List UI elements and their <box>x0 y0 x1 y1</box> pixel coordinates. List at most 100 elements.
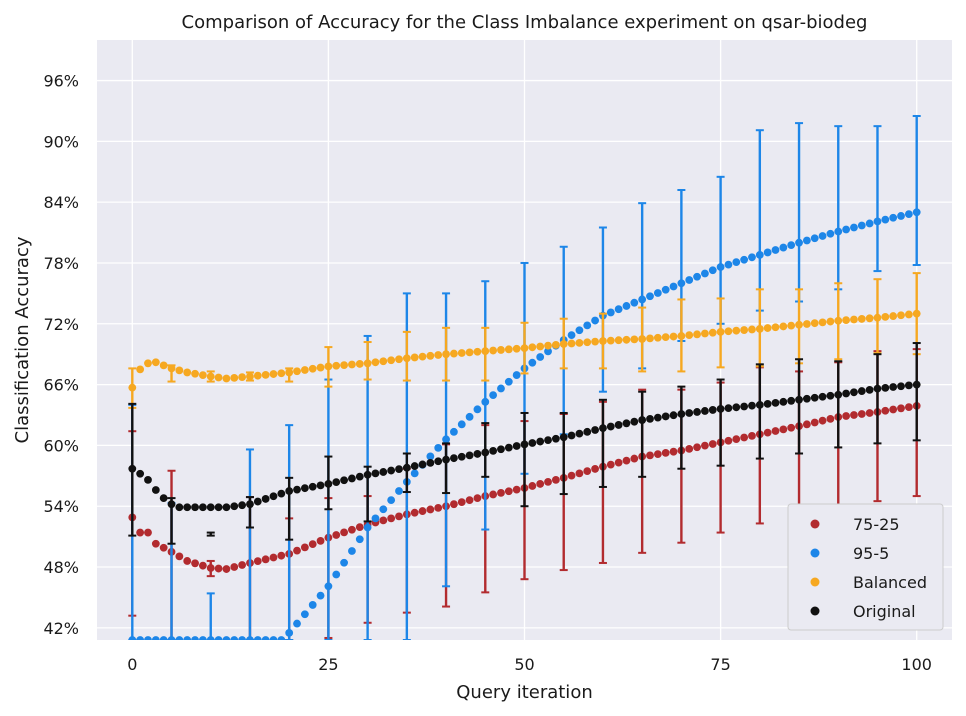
data-point <box>426 351 435 360</box>
data-point <box>677 279 686 288</box>
data-point <box>724 260 733 269</box>
data-point <box>379 505 388 514</box>
data-point <box>512 442 521 450</box>
data-point <box>614 458 623 467</box>
data-point <box>238 373 247 382</box>
data-point <box>606 460 615 469</box>
data-point <box>559 340 568 348</box>
data-point <box>395 465 403 474</box>
x-tick-label: 0 <box>127 655 137 674</box>
data-point <box>685 444 694 453</box>
data-point <box>630 298 639 307</box>
data-point <box>544 436 552 445</box>
data-point <box>434 457 443 466</box>
data-point <box>591 337 599 346</box>
data-point <box>653 289 662 297</box>
data-point <box>842 225 851 234</box>
data-point <box>238 636 247 640</box>
data-point <box>450 454 458 463</box>
data-point <box>795 320 803 329</box>
data-point <box>904 403 913 411</box>
data-point <box>802 320 811 328</box>
data-point <box>379 468 388 476</box>
data-point <box>889 383 898 391</box>
series-layer <box>128 115 921 640</box>
data-point <box>410 469 419 478</box>
data-point <box>653 333 662 342</box>
data-point <box>575 469 584 478</box>
data-point <box>536 353 545 361</box>
data-point <box>512 485 521 494</box>
data-point <box>324 582 333 591</box>
data-point <box>465 496 474 505</box>
data-point <box>167 636 176 640</box>
data-point <box>238 501 247 510</box>
data-point <box>748 401 756 410</box>
data-point <box>881 215 890 224</box>
data-point <box>473 347 482 356</box>
data-point <box>387 496 396 505</box>
data-point <box>763 324 772 332</box>
data-point <box>442 350 450 359</box>
y-tick-label: 60% <box>43 436 79 455</box>
data-point <box>810 393 819 402</box>
data-point <box>575 429 584 438</box>
error-bar <box>442 442 451 495</box>
data-point <box>308 540 317 549</box>
data-point <box>293 367 301 376</box>
data-point <box>363 470 372 479</box>
data-point <box>669 282 678 291</box>
data-point <box>857 410 866 418</box>
data-point <box>528 358 537 367</box>
data-point <box>395 355 403 364</box>
data-point <box>418 460 427 469</box>
data-point <box>379 516 388 525</box>
data-point <box>308 482 317 491</box>
data-point <box>677 410 686 418</box>
data-point <box>606 336 615 345</box>
data-point <box>293 546 301 555</box>
data-point <box>379 357 388 366</box>
data-point <box>779 397 788 406</box>
data-point <box>144 359 152 368</box>
data-point <box>191 559 199 568</box>
data-point <box>465 451 474 460</box>
data-point <box>740 433 749 442</box>
data-point <box>269 553 278 562</box>
series-3 <box>128 342 921 545</box>
data-point <box>520 440 529 449</box>
data-point <box>748 253 756 262</box>
data-point <box>512 371 521 379</box>
data-point <box>128 383 137 392</box>
error-bar <box>520 411 529 508</box>
data-point <box>434 503 443 512</box>
data-point <box>489 391 498 400</box>
data-point <box>246 636 254 640</box>
data-point <box>559 433 568 442</box>
data-point <box>316 591 325 600</box>
data-point <box>285 368 294 377</box>
data-point <box>183 636 192 640</box>
data-point <box>418 352 427 361</box>
data-point <box>834 316 843 325</box>
data-point <box>763 428 772 437</box>
data-point <box>685 409 694 417</box>
data-point <box>583 467 592 476</box>
data-point <box>489 446 498 455</box>
data-point <box>340 528 348 537</box>
data-point <box>316 363 325 372</box>
data-point <box>646 292 654 301</box>
data-point <box>661 285 670 294</box>
data-point <box>332 478 341 486</box>
data-point <box>810 418 819 427</box>
error-bar <box>245 448 254 640</box>
data-point <box>395 512 403 521</box>
data-point <box>583 321 592 330</box>
data-point <box>293 619 301 628</box>
data-point <box>457 349 466 357</box>
error-bar <box>834 360 843 449</box>
data-point <box>402 463 411 472</box>
data-point <box>716 263 725 271</box>
data-point <box>128 464 137 473</box>
y-tick-label: 42% <box>43 619 79 638</box>
